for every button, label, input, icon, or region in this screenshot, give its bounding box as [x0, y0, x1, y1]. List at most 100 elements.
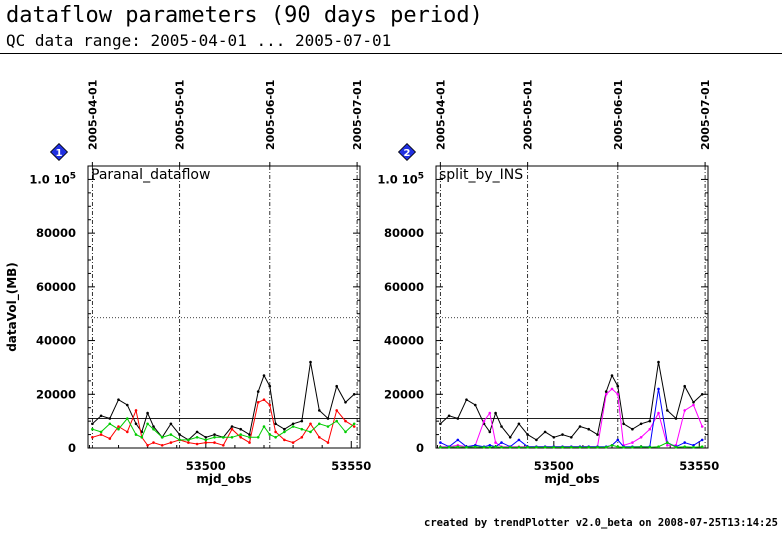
- date-marker-label: 2005-05-01: [174, 80, 187, 150]
- data-point: [604, 390, 608, 393]
- data-point: [474, 403, 477, 407]
- data-point: [666, 409, 669, 412]
- data-point: [262, 374, 266, 377]
- data-point: [488, 411, 492, 415]
- data-point: [274, 436, 277, 439]
- data-point: [213, 441, 216, 444]
- data-point: [622, 445, 625, 449]
- data-point: [596, 445, 599, 449]
- data-point: [657, 387, 660, 391]
- data-point: [283, 438, 286, 442]
- data-point: [134, 433, 138, 436]
- data-point: [262, 398, 266, 402]
- y-tick-label: 60000: [36, 280, 76, 294]
- data-point: [204, 441, 208, 444]
- data-point: [352, 422, 356, 426]
- data-point: [674, 445, 678, 449]
- data-point: [604, 445, 608, 449]
- date-marker-label: 2005-04-01: [86, 80, 99, 150]
- date-marker-label: 2005-07-01: [699, 80, 712, 150]
- data-point: [256, 436, 260, 439]
- data-point: [291, 441, 295, 444]
- data-point: [494, 411, 497, 415]
- data-point: [508, 445, 512, 449]
- y-top-tick-exponent: 5: [70, 171, 76, 181]
- data-point: [570, 436, 573, 439]
- panel-label: split_by_INS: [439, 167, 523, 183]
- data-point: [352, 393, 356, 396]
- panel-number: 1: [56, 148, 63, 159]
- data-point: [222, 444, 225, 447]
- data-point: [169, 441, 173, 444]
- page-subtitle: QC data range: 2005-04-01 ... 2005-07-01: [6, 31, 392, 50]
- data-point: [256, 401, 260, 404]
- data-point: [465, 445, 468, 449]
- data-point: [291, 422, 295, 426]
- data-point: [456, 417, 460, 420]
- y-tick-label: 0: [68, 441, 76, 455]
- x-tick-label: 53500: [534, 459, 574, 473]
- data-point: [309, 430, 312, 434]
- data-point: [439, 445, 442, 449]
- panel-number-badge: [49, 142, 69, 162]
- data-point: [169, 433, 173, 436]
- y-top-tick-mantissa: 1.0 10: [29, 172, 69, 186]
- data-point: [335, 409, 339, 412]
- data-point: [700, 393, 704, 396]
- data-point: [126, 417, 129, 420]
- data-point: [439, 422, 442, 426]
- data-point: [248, 433, 251, 436]
- data-point: [248, 436, 251, 439]
- date-marker-label: 2005-04-01: [434, 80, 447, 150]
- x-axis-label: mjd_obs: [544, 472, 599, 487]
- data-point: [535, 438, 538, 442]
- data-point: [169, 422, 173, 426]
- data-point: [291, 425, 295, 428]
- data-point: [570, 445, 573, 449]
- y-top-tick-label: 1.0 105: [29, 171, 76, 186]
- data-point: [326, 425, 330, 428]
- data-point: [648, 419, 652, 423]
- data-point: [178, 433, 181, 436]
- data-point: [195, 430, 199, 434]
- data-point: [666, 441, 669, 444]
- data-point: [91, 422, 94, 426]
- data-point: [622, 422, 625, 426]
- y-tick-label: 40000: [384, 334, 424, 348]
- data-point: [488, 430, 492, 434]
- data-point: [268, 433, 272, 436]
- x-tick-label: 53550: [331, 459, 371, 473]
- data-point: [500, 445, 503, 449]
- y-tick-label: 20000: [384, 387, 424, 401]
- data-point: [230, 436, 234, 439]
- data-point: [344, 419, 347, 423]
- data-point: [456, 445, 460, 449]
- data-point: [239, 427, 242, 431]
- data-point: [178, 438, 181, 442]
- data-point: [657, 360, 660, 364]
- data-point: [117, 398, 120, 402]
- data-point: [465, 398, 468, 402]
- y-tick-label: 40000: [36, 334, 76, 348]
- date-marker-label: 2005-07-01: [351, 80, 364, 150]
- data-point: [256, 390, 260, 393]
- data-point: [152, 427, 155, 431]
- panel-number-badge: [397, 142, 417, 162]
- data-point: [488, 445, 492, 449]
- data-point: [526, 445, 529, 449]
- data-point: [344, 401, 347, 404]
- y-top-tick-exponent: 5: [418, 171, 424, 181]
- data-point: [268, 384, 272, 388]
- data-point: [604, 393, 608, 396]
- data-point: [239, 433, 242, 436]
- data-point: [587, 445, 590, 449]
- data-point: [456, 438, 460, 442]
- data-point: [552, 436, 556, 439]
- date-marker-label: 2005-06-01: [264, 80, 277, 150]
- data-point: [517, 438, 521, 442]
- data-point: [616, 438, 620, 442]
- data-point: [300, 419, 304, 423]
- data-point: [596, 433, 599, 436]
- data-point: [146, 422, 149, 426]
